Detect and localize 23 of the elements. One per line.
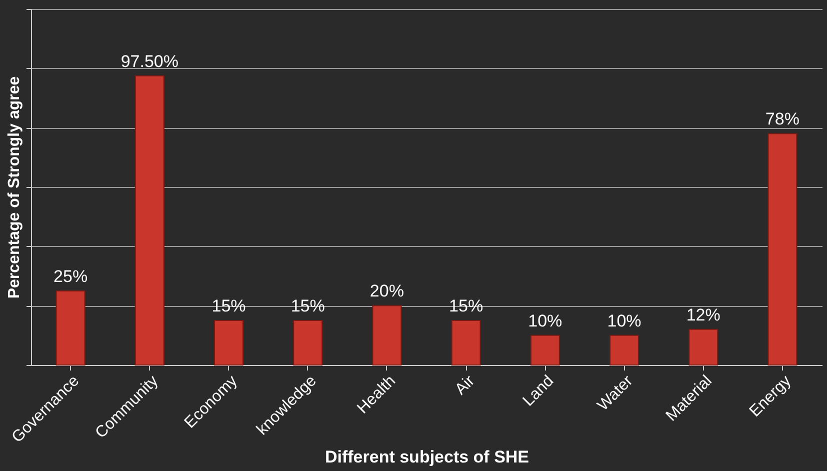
bar — [214, 320, 244, 366]
bar — [134, 75, 164, 366]
y-axis-title: Percentage of Strongly agree — [6, 76, 23, 299]
bar — [610, 334, 639, 366]
bar — [372, 305, 402, 366]
data-label: 20% — [370, 282, 404, 301]
bar — [56, 290, 86, 366]
data-label: 15% — [449, 296, 484, 316]
bar — [293, 320, 323, 366]
data-label: 15% — [212, 296, 246, 316]
x-axis-title: Different subjects of SHE — [324, 447, 530, 466]
data-label: 10% — [528, 311, 562, 330]
data-label: 25% — [54, 266, 88, 286]
data-label: 10% — [607, 311, 642, 330]
data-label: 15% — [290, 296, 325, 316]
data-label: 78% — [765, 110, 800, 129]
bar — [530, 334, 560, 366]
x-tick-label: Air — [452, 372, 479, 398]
bar — [768, 133, 798, 366]
data-label: 97.50% — [120, 52, 178, 71]
bar — [451, 320, 481, 366]
bar — [688, 328, 718, 366]
data-label: 12% — [686, 305, 720, 324]
